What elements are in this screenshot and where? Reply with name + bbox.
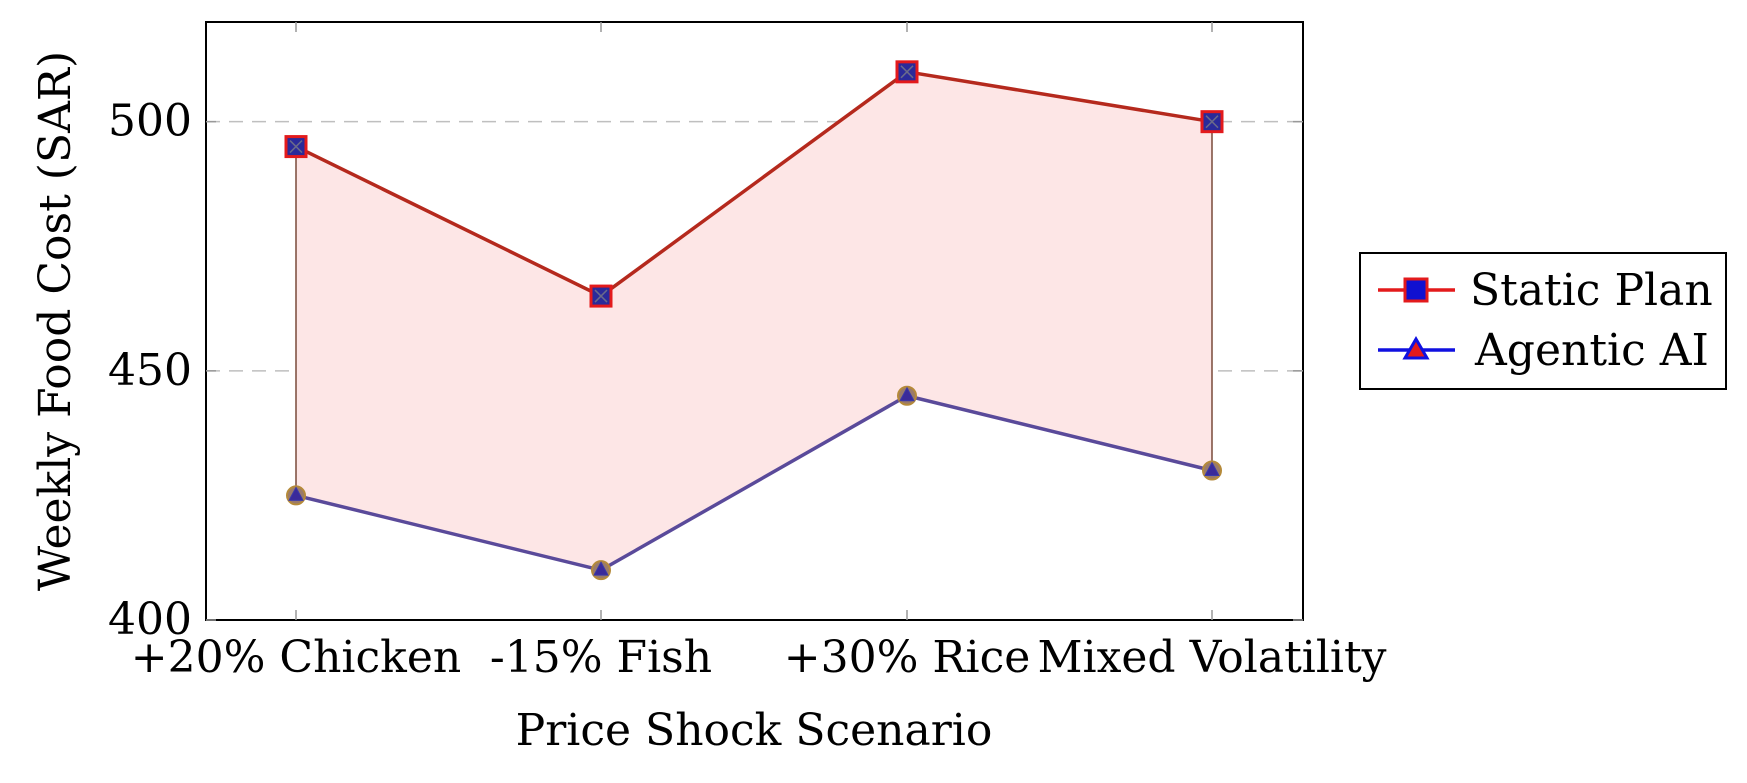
- series-layer: [284, 60, 1224, 581]
- y-tick-label: 450: [108, 345, 192, 396]
- series-line-agentic-ai: [295, 393, 1213, 573]
- legend-box: [1359, 252, 1727, 390]
- legend-marker-agentic-ai: [1402, 336, 1430, 360]
- point-static-plan: [284, 135, 308, 159]
- point-static-plan-cross: [594, 289, 608, 303]
- y-tick-label: 500: [108, 96, 192, 147]
- label-layer: 400 450 500 +20% Chicken -15% Fish +30% Rice M…: [108, 96, 1387, 683]
- x-axis-title: Price Shock Scenario: [516, 705, 993, 756]
- legend-label-agentic-ai: Agentic AI: [1474, 325, 1709, 376]
- legend: Static Plan Agentic AI: [1359, 252, 1727, 390]
- x-tick-label: Mixed Volatility: [1037, 632, 1386, 683]
- point-static-plan: [895, 60, 919, 84]
- point-agentic-ai-marker: [288, 486, 304, 501]
- point-agentic-ai: [897, 385, 917, 406]
- point-agentic-ai-marker: [593, 561, 609, 576]
- plot-frame: [205, 21, 1304, 621]
- point-agentic-ai: [286, 485, 306, 506]
- point-agentic-ai: [591, 560, 611, 581]
- point-static-plan: [589, 284, 613, 308]
- shaded-region: [296, 71, 1212, 571]
- series-line-static-plan: [295, 69, 1213, 299]
- point-static-plan-cross: [900, 65, 914, 79]
- legend-label-static-plan: Static Plan: [1470, 265, 1713, 316]
- tick-layer: [206, 22, 1303, 621]
- point-agentic-ai-marker: [1204, 461, 1220, 476]
- y-tick-label: 400: [108, 594, 192, 645]
- point-static-plan: [1200, 110, 1224, 134]
- legend-marker-static-plan: [1403, 277, 1429, 303]
- connector-layer: [295, 121, 1213, 496]
- x-tick-label: +20% Chicken: [131, 632, 461, 683]
- point-agentic-ai: [1202, 460, 1222, 481]
- point-static-plan-cross: [289, 140, 303, 154]
- y-axis-title: Weekly Food Cost (SAR): [30, 51, 81, 591]
- point-agentic-ai-marker: [899, 386, 915, 402]
- fill-layer: [296, 71, 1212, 571]
- x-tick-label: -15% Fish: [490, 632, 712, 683]
- x-tick-label: +30% Rice: [784, 632, 1031, 683]
- point-static-plan-cross: [1205, 115, 1219, 129]
- legend-items: Static Plan Agentic AI: [1378, 265, 1713, 376]
